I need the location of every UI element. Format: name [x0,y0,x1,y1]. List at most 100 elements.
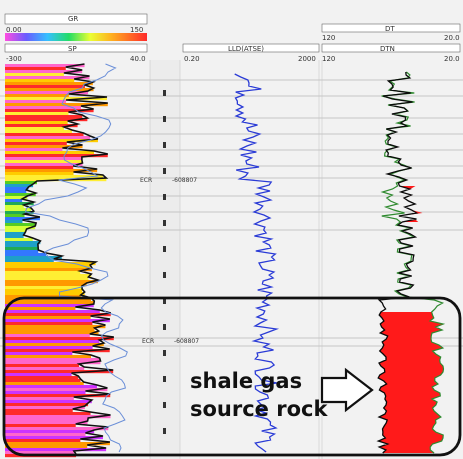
gr-fill-band [5,223,37,227]
gr-fill-band [5,190,27,194]
gr-curve [20,63,114,455]
gr-fill-band [5,64,85,68]
gr-fill-band [5,385,97,389]
depth-tick [163,246,166,252]
gr-fill-band [5,211,34,215]
gr-fill-band [5,97,107,101]
gr-fill-band [5,103,108,107]
gr-fill-band [5,268,92,272]
gr-fill-band [5,430,95,434]
depth-ticks [163,90,166,434]
depth-label-lower: ECR [142,338,154,345]
gr-fill-band [5,130,72,134]
gr-fill-band [5,181,37,185]
depth-tick [163,272,166,278]
gr-fill-band [5,88,94,92]
depth-tick [163,168,166,174]
dtn-name: DTN [380,45,395,53]
resistivity-max: 2000 [298,55,316,63]
dtn-max: 20.0 [444,55,460,63]
gr-fill-band [5,427,109,431]
gr-lithology-fill [5,64,114,458]
gr-fill-band [5,169,98,173]
gr-fill-band [5,124,78,128]
gr-fill-band [5,376,79,380]
sonic-crossover-fill [378,186,444,453]
sp-name: SP [68,45,77,53]
depth-note-upper: -608807 [172,177,197,184]
gr-fill-band [5,322,93,326]
gr-fill-band [5,145,83,149]
gr-fill-band [5,394,111,398]
gr-fill-band [5,85,85,89]
gr-fill-band [5,271,81,275]
resistivity-header: LLD(ATSE) 0.20 2000 [182,43,320,63]
gr-fill-band [5,307,76,311]
gr-fill-band [5,220,23,224]
gr-fill-band [5,118,88,122]
gr-fill-band [5,166,74,170]
gr-fill-band [5,289,83,293]
gr-fill-band [5,154,108,158]
gr-fill-band [5,298,91,302]
gr-fill-band [5,439,81,443]
resistivity-min: 0.20 [184,55,200,63]
dt-min: 120 [322,34,335,42]
gr-fill-band [5,250,39,254]
gr-fill-band [5,265,91,269]
gr-fill-band [5,421,88,425]
gr-name: GR [68,15,78,23]
dtn-min: 120 [322,55,335,63]
gr-fill-band [5,160,82,164]
gr-fill-band [5,319,110,323]
gr-fill-band [5,286,82,290]
gr-fill-band [5,229,27,233]
gr-fill-band [5,358,100,362]
gr-fill-band [5,274,92,278]
gr-fill-band [5,79,75,83]
depth-tick [163,116,166,122]
gr-min: 0.00 [6,26,22,34]
gr-fill-band [5,304,94,308]
source-rock-highlight-box [2,296,462,457]
gr-fill-band [5,325,106,329]
gr-fill-band [5,235,24,239]
resistivity-name: LLD(ATSE) [228,45,264,53]
gr-fill-band [5,94,69,98]
gr-fill-band [5,208,32,212]
sonic-header: DT 120 20.0 DTN 120 20.0 [321,23,461,63]
sp-min: -300 [6,55,22,63]
gr-fill-band [5,277,89,281]
gr-fill-band [5,109,94,113]
depth-marker-lower: ECR -608807 [142,338,199,345]
gr-fill-band [5,196,28,200]
gr-fill-band [5,241,41,245]
gr-fill-band [5,115,83,119]
gr-fill-band [5,445,88,449]
gr-fill-band [5,100,67,104]
gr-fill-band [5,301,95,305]
depth-note-lower: -608807 [174,338,199,345]
gr-fill-band [5,409,73,413]
dt-max: 20.0 [444,34,460,42]
gr-fill-band [5,253,47,257]
gr-fill-band [5,217,40,221]
gr-fill-band [5,244,38,248]
depth-tick [163,376,166,382]
gr-fill-band [5,283,87,287]
gr-fill-band [5,292,85,296]
gr-fill-band [5,133,84,137]
gr-fill-band [5,193,36,197]
arrow-icon [320,367,374,413]
gr-fill-band [5,310,100,314]
depth-label-upper: ECR [140,177,152,184]
depth-tick [163,428,166,434]
depth-tick [163,194,166,200]
gr-fill-band [5,373,72,377]
gr-fill-band [5,418,89,422]
gr-fill-band [5,67,66,71]
gr-color-scale [5,33,147,41]
gr-max: 150 [130,26,143,34]
gr-fill-band [5,163,83,167]
depth-tick [163,298,166,304]
